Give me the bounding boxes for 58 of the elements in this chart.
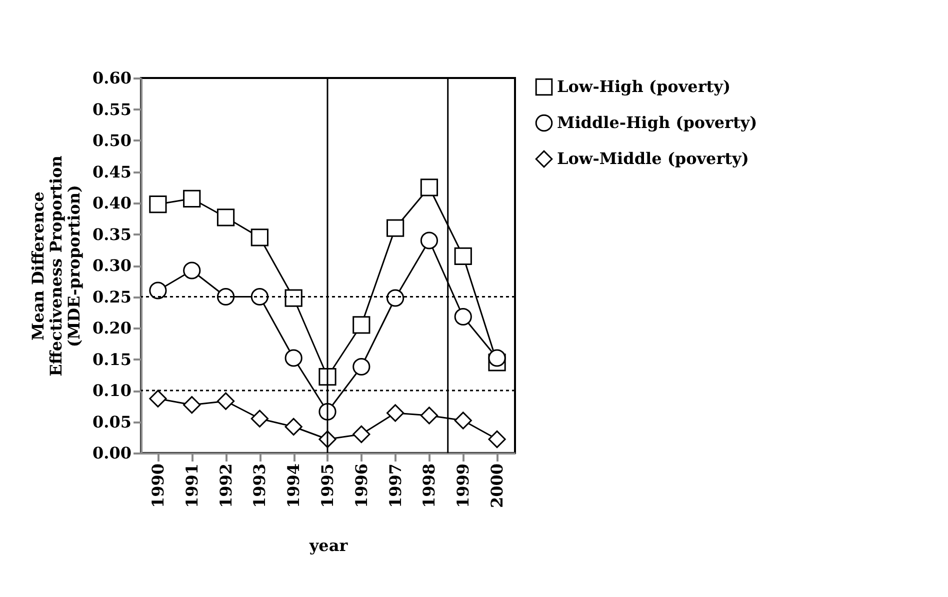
x-tick-label: 1992 (216, 464, 236, 508)
point (250, 410, 268, 428)
x-tick-label: 1991 (182, 464, 202, 508)
y-tick-label: 0.10 (92, 381, 132, 400)
point (488, 349, 506, 367)
point (183, 262, 201, 280)
point (386, 289, 404, 307)
x-tick-label: 1996 (352, 464, 371, 508)
y-tick-label: 0.30 (92, 256, 132, 275)
point (149, 282, 167, 300)
x-tick-label: 1999 (454, 464, 473, 508)
x-tick-label: 1990 (148, 464, 168, 508)
point (284, 349, 302, 367)
point (149, 195, 167, 214)
x-tick-label: 1994 (284, 464, 304, 508)
point (216, 392, 235, 410)
y-tick-label: 0.20 (92, 318, 132, 338)
x-tick-label: 1993 (250, 464, 270, 508)
y-axis-title: Mean Difference Effectiveness Proportion (MDE-proportion) (28, 155, 84, 376)
y-tick-label: 0.55 (92, 100, 132, 119)
y-tick-label: 0.15 (92, 350, 132, 369)
point (352, 358, 370, 376)
y-tick-label: 0.50 (92, 131, 132, 150)
y-tick-label: 0.05 (92, 412, 132, 432)
point (454, 308, 472, 326)
point (216, 288, 235, 306)
x-tick-label: 1995 (318, 464, 337, 508)
y-tick-label: 0.00 (92, 444, 132, 462)
legend-label: Middle-High (poverty) (557, 113, 758, 132)
point (284, 418, 302, 436)
legend-label: Low-High (poverty) (557, 77, 731, 96)
point (183, 190, 201, 208)
point (284, 289, 302, 307)
y-tick-label: 0.40 (92, 194, 132, 212)
point (352, 316, 370, 334)
y-tick-label: 0.60 (92, 68, 132, 88)
point (183, 396, 201, 414)
point (454, 247, 472, 265)
x-axis-title: year (308, 536, 348, 556)
y-tick-label: 0.45 (92, 162, 132, 182)
point (420, 406, 438, 424)
point (454, 412, 472, 430)
point (420, 178, 438, 196)
point (250, 288, 268, 306)
point (352, 425, 370, 444)
point (216, 208, 235, 226)
point (149, 390, 167, 408)
y-tick-label: 0.35 (92, 224, 132, 244)
point (488, 430, 506, 448)
x-tick-label: 1998 (420, 464, 439, 508)
x-tick-label: 1997 (386, 464, 405, 508)
point (386, 219, 404, 237)
point (420, 232, 438, 250)
point (386, 404, 404, 422)
legend-label: Low-Middle (poverty) (557, 149, 749, 168)
point (250, 228, 268, 246)
x-tick-label: 2000 (488, 464, 507, 508)
y-tick-label: 0.25 (92, 287, 132, 306)
